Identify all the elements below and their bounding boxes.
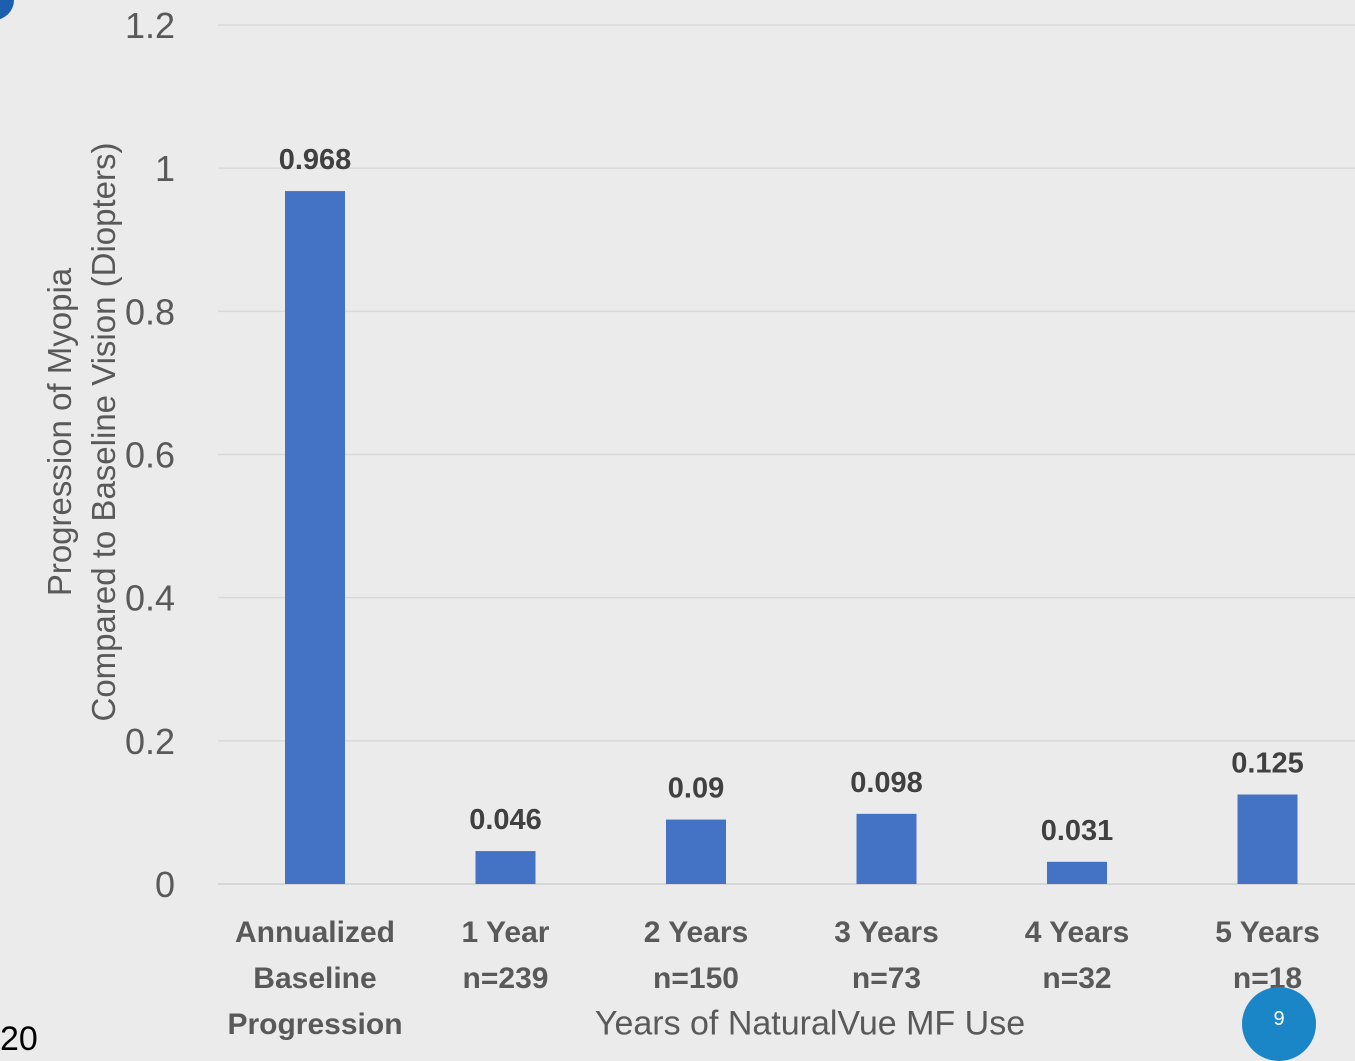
data-label: 0.125 <box>1231 748 1304 780</box>
x-tick-label: 1 Year n=239 <box>462 916 550 995</box>
bar <box>856 813 917 884</box>
slide-corner-number: 20 <box>0 1020 38 1058</box>
x-axis-title: Years of NaturalVue MF Use <box>594 1004 1026 1043</box>
page-number-badge: 9 <box>1242 987 1316 1061</box>
y-axis-title-container: Progression of Myopia Compared to Baseli… <box>0 0 122 1040</box>
y-tick-label: 0.6 <box>125 435 175 476</box>
data-label: 0.09 <box>668 773 724 805</box>
bars <box>285 191 1298 884</box>
bar <box>1047 861 1107 884</box>
y-tick-label: 0 <box>155 864 175 905</box>
y-tick-label: 0.8 <box>125 291 175 332</box>
y-tick-label: 1 <box>155 148 175 189</box>
y-tick-label: 0.2 <box>125 721 175 762</box>
data-label: 0.046 <box>469 804 542 836</box>
x-tick-label: 3 Years n=73 <box>834 916 939 995</box>
y-axis-title: Progression of Myopia Compared to Baseli… <box>41 142 122 722</box>
x-axis-ticks: Annualized Baseline Progression 1 Year n=239… <box>227 916 1319 1040</box>
data-label: 0.098 <box>850 767 923 799</box>
gridlines <box>218 24 1355 885</box>
data-label: 0.031 <box>1041 815 1114 847</box>
y-tick-label: 1.2 <box>125 5 175 46</box>
data-label: 0.968 <box>279 144 352 176</box>
bar <box>285 191 345 884</box>
bar <box>666 819 726 884</box>
y-axis-ticks: 0 0.2 0.4 0.6 0.8 1 1.2 <box>125 5 175 905</box>
x-tick-label: 4 Years n=32 <box>1025 916 1130 995</box>
x-tick-label: 5 Years n=18 <box>1215 916 1320 995</box>
bar <box>1237 794 1298 884</box>
x-tick-label: 2 Years n=150 <box>644 916 749 995</box>
bar <box>475 851 536 884</box>
x-tick-label: Annualized Baseline Progression <box>227 916 402 1040</box>
data-labels: 0.968 0.046 0.09 0.098 0.031 0.125 <box>279 144 1304 847</box>
y-tick-label: 0.4 <box>125 578 175 619</box>
